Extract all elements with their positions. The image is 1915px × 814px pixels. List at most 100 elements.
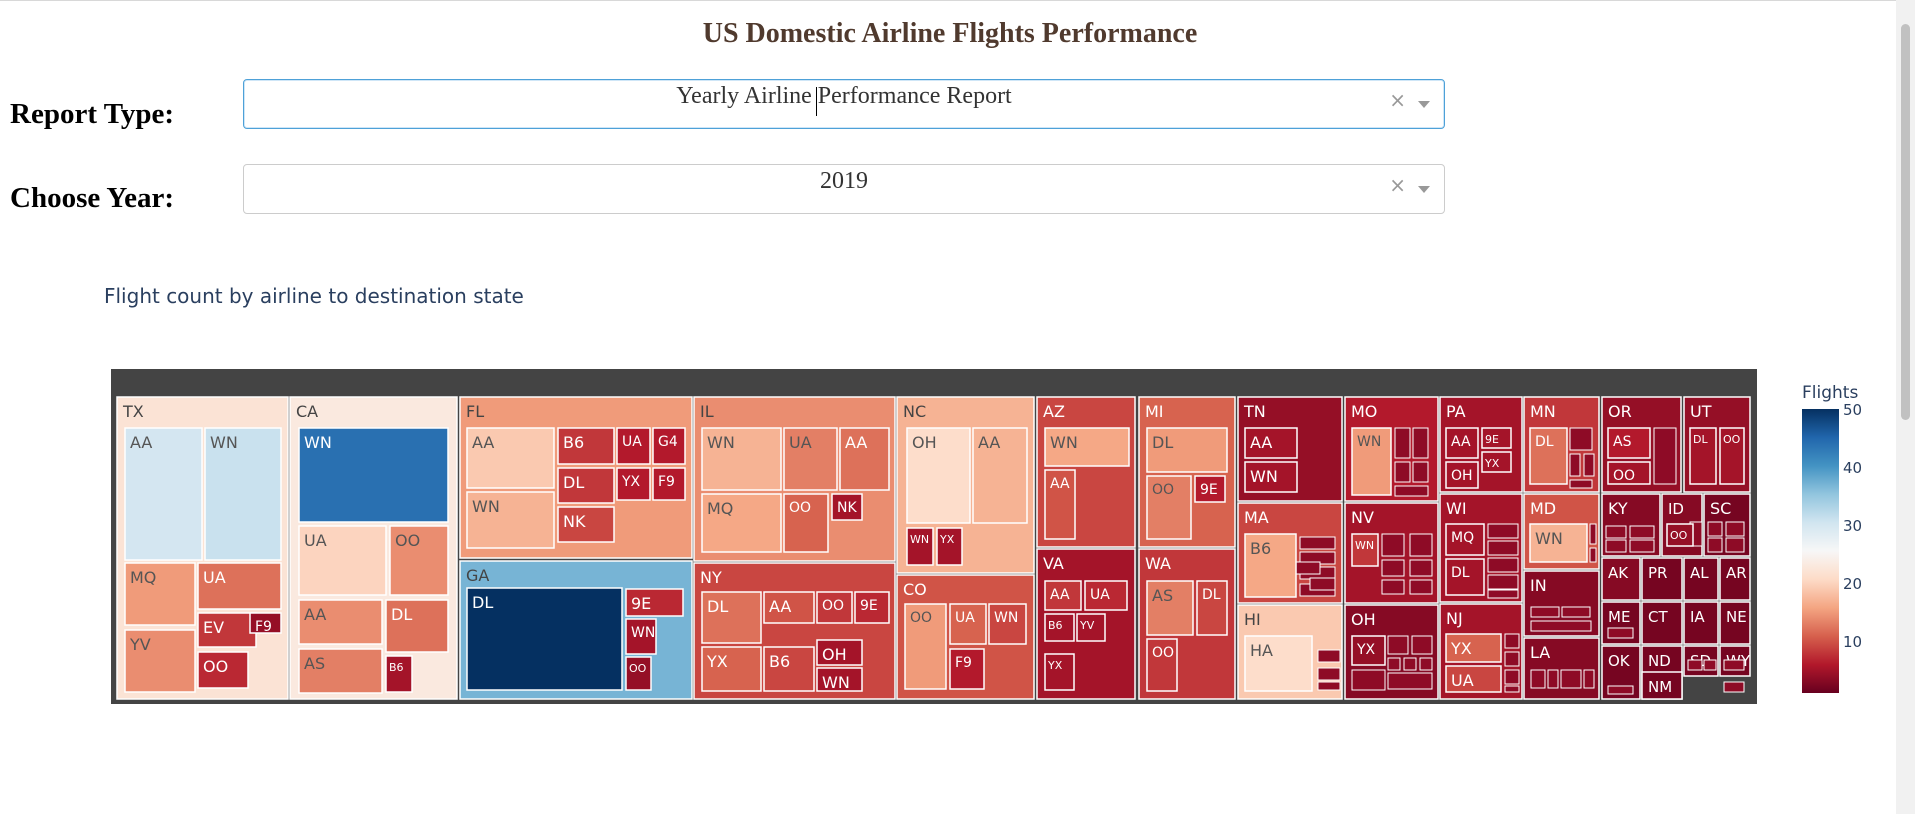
airline-tile-co-oo[interactable] (904, 603, 947, 690)
airline-tile-ny-yx[interactable] (701, 646, 762, 692)
minor-airline-tile[interactable] (1487, 557, 1519, 573)
airline-tile-ny-b6[interactable] (763, 646, 815, 692)
state-tile-pr[interactable] (1641, 557, 1683, 601)
airline-tile-fl-yx[interactable] (616, 467, 651, 501)
minor-airline-tile[interactable] (1419, 657, 1433, 671)
minor-airline-tile[interactable] (1412, 461, 1429, 483)
year-clear-icon[interactable]: × (1389, 173, 1406, 197)
minor-airline-tile[interactable] (1504, 669, 1520, 685)
minor-airline-tile[interactable] (1394, 485, 1429, 497)
minor-airline-tile[interactable] (1309, 577, 1336, 591)
airline-tile-or-oo[interactable] (1607, 461, 1651, 485)
minor-airline-tile[interactable] (1723, 681, 1745, 693)
minor-airline-tile[interactable] (1317, 681, 1341, 691)
minor-airline-tile[interactable] (1412, 427, 1429, 459)
airline-tile-co-f9[interactable] (949, 648, 985, 690)
minor-airline-tile[interactable] (1403, 657, 1417, 671)
airline-tile-tn-aa[interactable] (1244, 427, 1298, 459)
minor-airline-tile[interactable] (1317, 667, 1341, 681)
state-tile-ia[interactable] (1683, 601, 1719, 645)
minor-airline-tile[interactable] (1530, 606, 1560, 618)
scrollbar-thumb[interactable] (1901, 24, 1910, 420)
airline-tile-fl-f9[interactable] (652, 467, 686, 501)
airline-tile-nv-wn[interactable] (1351, 533, 1379, 567)
airline-tile-tx-f9[interactable] (249, 612, 282, 634)
airline-tile-mi-dl[interactable] (1146, 427, 1228, 473)
airline-tile-nc-yx[interactable] (936, 527, 963, 566)
airline-tile-ny-wn[interactable] (816, 667, 863, 692)
airline-tile-pa-yx[interactable] (1481, 451, 1512, 473)
minor-airline-tile[interactable] (1299, 536, 1336, 550)
minor-airline-tile[interactable] (1409, 533, 1433, 557)
minor-airline-tile[interactable] (1589, 547, 1597, 563)
report-type-chevron-down-icon[interactable] (1418, 101, 1430, 108)
minor-airline-tile[interactable] (1605, 539, 1627, 553)
state-tile-la[interactable] (1523, 637, 1600, 700)
airline-tile-ga-9e[interactable] (625, 588, 684, 617)
minor-airline-tile[interactable] (1725, 537, 1745, 553)
airline-tile-ny-9e[interactable] (854, 591, 890, 624)
minor-airline-tile[interactable] (1530, 669, 1546, 689)
minor-airline-tile[interactable] (1583, 669, 1595, 689)
airline-tile-ga-wn[interactable] (625, 618, 657, 655)
airline-tile-tx-ev[interactable] (197, 612, 257, 648)
minor-airline-tile[interactable] (1703, 659, 1717, 671)
airline-tile-nc-aa[interactable] (972, 427, 1028, 524)
minor-airline-tile[interactable] (1409, 579, 1433, 595)
airline-tile-pa-aa[interactable] (1445, 427, 1479, 459)
airline-tile-il-aa[interactable] (839, 427, 890, 491)
minor-airline-tile[interactable] (1725, 521, 1745, 537)
airline-tile-wi-dl[interactable] (1445, 558, 1485, 596)
minor-airline-tile[interactable] (1487, 523, 1519, 539)
minor-airline-tile[interactable] (1381, 533, 1405, 557)
airline-tile-ny-oo[interactable] (816, 591, 853, 624)
airline-tile-or-as[interactable] (1607, 427, 1651, 459)
airline-tile-mn-dl[interactable] (1529, 427, 1568, 485)
airline-tile-il-ua[interactable] (783, 427, 838, 491)
minor-airline-tile[interactable] (1381, 559, 1405, 577)
minor-airline-tile[interactable] (1629, 539, 1655, 553)
minor-airline-tile[interactable] (1583, 453, 1595, 477)
airline-tile-ny-dl[interactable] (701, 591, 762, 644)
airline-tile-tx-wn[interactable] (204, 427, 282, 561)
airline-tile-va-ua[interactable] (1084, 580, 1128, 611)
airline-tile-tx-yv[interactable] (124, 629, 196, 693)
airline-tile-mo-wn[interactable] (1351, 427, 1392, 496)
minor-airline-tile[interactable] (1569, 479, 1593, 489)
airline-tile-fl-ua[interactable] (616, 427, 651, 465)
minor-airline-tile[interactable] (1487, 589, 1519, 599)
airline-tile-wa-as[interactable] (1146, 580, 1194, 636)
minor-airline-tile[interactable] (1530, 620, 1592, 632)
airline-tile-va-yx[interactable] (1044, 653, 1075, 691)
airline-tile-wa-oo[interactable] (1146, 638, 1178, 692)
airline-tile-md-wn[interactable] (1529, 523, 1588, 563)
minor-airline-tile[interactable] (1317, 649, 1341, 663)
airline-tile-hi-ha[interactable] (1244, 635, 1313, 692)
minor-airline-tile[interactable] (1394, 461, 1411, 483)
airline-tile-az-aa[interactable] (1044, 469, 1076, 540)
airline-tile-mi-oo[interactable] (1146, 475, 1192, 540)
airline-tile-co-wn[interactable] (988, 603, 1027, 645)
airline-tile-fl-b6[interactable] (557, 427, 615, 465)
airline-tile-ga-dl[interactable] (466, 587, 623, 691)
state-tile-ne[interactable] (1719, 601, 1751, 645)
minor-airline-tile[interactable] (1569, 427, 1593, 451)
airline-tile-ca-aa[interactable] (298, 599, 383, 645)
airline-tile-az-wn[interactable] (1044, 427, 1130, 467)
airline-tile-tn-wn[interactable] (1244, 461, 1298, 493)
state-tile-al[interactable] (1683, 557, 1719, 601)
state-tile-ak[interactable] (1601, 557, 1641, 601)
minor-airline-tile[interactable] (1707, 521, 1723, 537)
airline-tile-fl-g4[interactable] (652, 427, 686, 465)
airline-tile-nj-yx[interactable] (1445, 633, 1502, 663)
minor-airline-tile[interactable] (1605, 525, 1627, 539)
airline-tile-ca-wn[interactable] (298, 427, 449, 523)
airline-tile-va-aa[interactable] (1044, 580, 1082, 611)
airline-tile-ca-ua[interactable] (298, 525, 387, 596)
minor-airline-tile[interactable] (1487, 540, 1519, 556)
airline-tile-va-yv[interactable] (1076, 613, 1106, 642)
minor-airline-tile[interactable] (1589, 523, 1597, 545)
airline-tile-tx-oo[interactable] (197, 651, 249, 689)
airline-tile-nc-wn[interactable] (906, 527, 934, 566)
